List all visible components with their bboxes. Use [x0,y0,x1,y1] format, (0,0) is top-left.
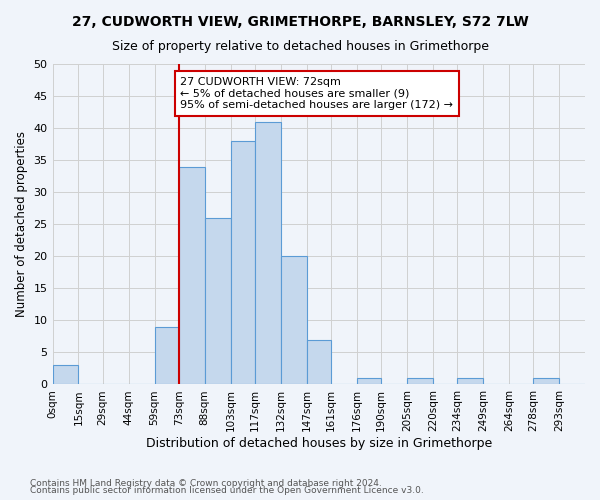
Bar [357,378,381,384]
Bar [205,218,230,384]
X-axis label: Distribution of detached houses by size in Grimethorpe: Distribution of detached houses by size … [146,437,492,450]
Bar [230,141,255,384]
Text: Size of property relative to detached houses in Grimethorpe: Size of property relative to detached ho… [112,40,488,53]
Bar [457,378,483,384]
Bar [155,327,179,384]
Bar [281,256,307,384]
Text: Contains public sector information licensed under the Open Government Licence v3: Contains public sector information licen… [30,486,424,495]
Y-axis label: Number of detached properties: Number of detached properties [15,131,28,317]
Bar [179,166,205,384]
Text: Contains HM Land Registry data © Crown copyright and database right 2024.: Contains HM Land Registry data © Crown c… [30,478,382,488]
Bar [53,365,79,384]
Text: 27 CUDWORTH VIEW: 72sqm
← 5% of detached houses are smaller (9)
95% of semi-deta: 27 CUDWORTH VIEW: 72sqm ← 5% of detached… [181,77,454,110]
Text: 27, CUDWORTH VIEW, GRIMETHORPE, BARNSLEY, S72 7LW: 27, CUDWORTH VIEW, GRIMETHORPE, BARNSLEY… [71,15,529,29]
Bar [307,340,331,384]
Bar [407,378,433,384]
Bar [533,378,559,384]
Bar [255,122,281,384]
